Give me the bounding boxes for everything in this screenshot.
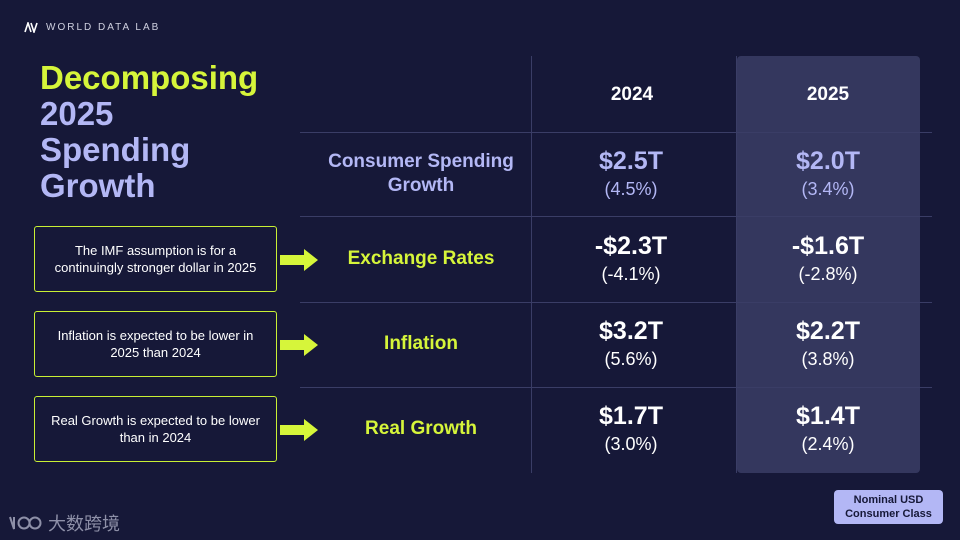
value: $1.7T (599, 402, 663, 430)
title-line-1: Decomposing (40, 59, 259, 96)
percent: (3.8%) (801, 349, 855, 369)
percent: (-4.1%) (601, 264, 661, 284)
row-divider (300, 216, 932, 217)
world-data-lab-icon (24, 22, 38, 33)
page-title: Decomposing 2025 Spending Growth (40, 60, 300, 204)
row-divider (300, 387, 932, 388)
column-divider (736, 56, 737, 473)
value: -$2.3T (594, 232, 668, 260)
value: $2.5T (599, 147, 663, 175)
value: $1.4T (796, 402, 860, 430)
note-real-growth: Real Growth is expected to be lower than… (34, 396, 277, 462)
value: $3.2T (599, 317, 663, 345)
arrow-right-icon (280, 334, 318, 356)
arrow-right-icon (280, 249, 318, 271)
arrow-right-icon (280, 419, 318, 441)
watermark: 大数跨境 (8, 510, 120, 536)
brand-logo: WORLD DATA LAB (24, 22, 160, 33)
watermark-logo-icon (9, 516, 42, 530)
note-exchange-rates: The IMF assumption is for a continuingly… (34, 226, 277, 292)
title-line-3: Spending (40, 131, 191, 168)
cell-inflation-2024: $3.2T (5.6%) (536, 316, 726, 372)
row-label-inflation: Inflation (384, 333, 458, 354)
cell-inflation-2025: $2.2T (3.8%) (733, 316, 923, 372)
percent: (-2.8%) (798, 264, 858, 284)
cell-consumer-spending-2024: $2.5T (4.5%) (536, 146, 726, 202)
value: -$1.6T (791, 232, 865, 260)
note-inflation: Inflation is expected to be lower in 202… (34, 311, 277, 377)
cell-real-growth-2024: $1.7T (3.0%) (536, 401, 726, 457)
column-header-2024: 2024 (610, 84, 654, 105)
value: $2.0T (796, 147, 860, 175)
percent: (2.4%) (801, 434, 855, 454)
row-divider (300, 132, 932, 133)
badge-line-1: Nominal USD (853, 494, 924, 506)
percent: (4.5%) (604, 179, 658, 199)
cell-real-growth-2025: $1.4T (2.4%) (733, 401, 923, 457)
row-label-exchange-rates: Exchange Rates (347, 248, 495, 269)
badge-line-2: Consumer Class (845, 508, 932, 520)
title-line-2: 2025 (40, 95, 114, 132)
column-divider (531, 56, 532, 473)
cell-consumer-spending-2025: $2.0T (3.4%) (733, 146, 923, 202)
value: $2.2T (796, 317, 860, 345)
watermark-text: 大数跨境 (48, 514, 120, 534)
percent: (3.4%) (801, 179, 855, 199)
row-label-consumer-spending-growth: Consumer Spending Growth (328, 151, 514, 196)
row-divider (300, 302, 932, 303)
percent: (3.0%) (604, 434, 658, 454)
highlight-column-2025 (737, 56, 920, 473)
cell-exchange-rates-2024: -$2.3T (-4.1%) (536, 231, 726, 287)
title-line-4: Growth (40, 167, 156, 204)
nominal-usd-badge: Nominal USD Consumer Class (834, 490, 943, 524)
brand-name: WORLD DATA LAB (46, 22, 161, 33)
cell-exchange-rates-2025: -$1.6T (-2.8%) (733, 231, 923, 287)
percent: (5.6%) (604, 349, 658, 369)
column-header-2025: 2025 (806, 84, 850, 105)
row-label-real-growth: Real Growth (365, 418, 477, 439)
